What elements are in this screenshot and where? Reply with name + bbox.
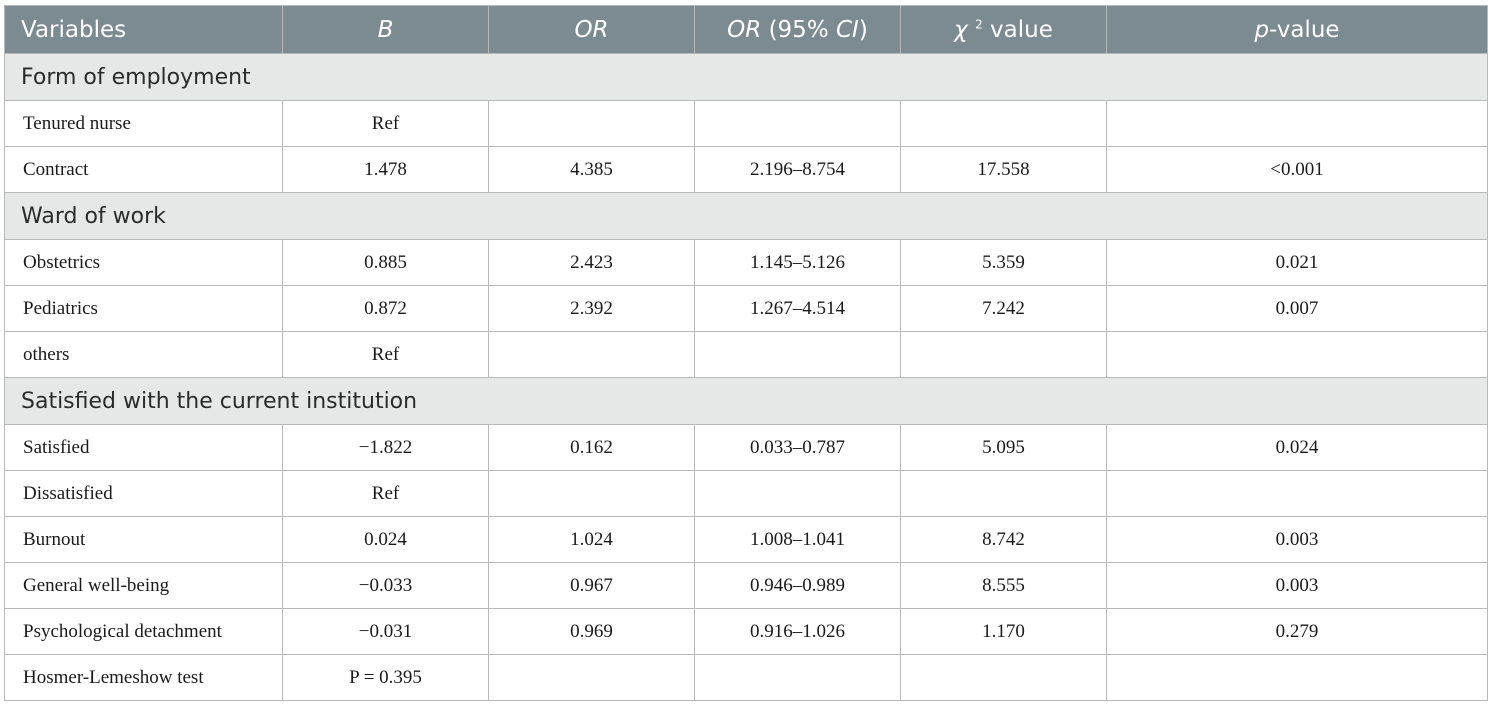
cell-or-ci: 1.145–5.126 <box>694 239 901 286</box>
cell-chi-square: 17.558 <box>900 146 1107 193</box>
cell-p-value: 0.024 <box>1106 424 1488 471</box>
cell-chi-square: 8.555 <box>900 562 1107 609</box>
cell-or: 2.423 <box>488 239 695 286</box>
cell-p-value: 0.279 <box>1106 608 1488 655</box>
table-row: Obstetrics 0.885 2.423 1.145–5.126 5.359… <box>4 239 1488 286</box>
cell-b: −0.031 <box>282 608 489 655</box>
cell-chi-square: 8.742 <box>900 516 1107 563</box>
header-or: OR <box>488 5 695 54</box>
cell-or-ci <box>694 470 901 517</box>
section-satisfied-institution: Satisfied with the current institution <box>4 377 1488 425</box>
cell-p-value <box>1106 470 1488 517</box>
row-label: Hosmer-Lemeshow test <box>4 654 283 701</box>
cell-or-ci: 0.033–0.787 <box>694 424 901 471</box>
cell-p-value: 0.003 <box>1106 516 1488 563</box>
table-row: Contract 1.478 4.385 2.196–8.754 17.558 … <box>4 146 1488 193</box>
table-row: Satisfied −1.822 0.162 0.033–0.787 5.095… <box>4 424 1488 471</box>
cell-or: 2.392 <box>488 285 695 332</box>
cell-chi-square: 1.170 <box>900 608 1107 655</box>
cell-b: −1.822 <box>282 424 489 471</box>
cell-or-ci: 1.267–4.514 <box>694 285 901 332</box>
cell-b: Ref <box>282 470 489 517</box>
table-row: Dissatisfied Ref <box>4 470 1488 517</box>
cell-or <box>488 654 695 701</box>
row-label: Dissatisfied <box>4 470 283 517</box>
row-label: General well-being <box>4 562 283 609</box>
cell-or-ci <box>694 331 901 378</box>
cell-or-ci: 0.946–0.989 <box>694 562 901 609</box>
cell-chi-square: 7.242 <box>900 285 1107 332</box>
cell-chi-square: 5.359 <box>900 239 1107 286</box>
cell-p-value: <0.001 <box>1106 146 1488 193</box>
cell-p-value <box>1106 654 1488 701</box>
cell-or-ci: 1.008–1.041 <box>694 516 901 563</box>
row-label: Burnout <box>4 516 283 563</box>
cell-p-value <box>1106 331 1488 378</box>
table-row: Hosmer-Lemeshow test P = 0.395 <box>4 654 1488 701</box>
table-row: General well-being −0.033 0.967 0.946–0.… <box>4 562 1488 609</box>
cell-b: 1.478 <box>282 146 489 193</box>
section-row: Ward of work <box>4 192 1488 240</box>
cell-or <box>488 470 695 517</box>
row-label: Contract <box>4 146 283 193</box>
table-row: Tenured nurse Ref <box>4 100 1488 147</box>
cell-chi-square <box>900 100 1107 147</box>
cell-b: 0.024 <box>282 516 489 563</box>
cell-p-value: 0.003 <box>1106 562 1488 609</box>
table-row: Burnout 0.024 1.024 1.008–1.041 8.742 0.… <box>4 516 1488 563</box>
cell-or: 4.385 <box>488 146 695 193</box>
header-b: B <box>282 5 489 54</box>
cell-b: Ref <box>282 331 489 378</box>
cell-b: 0.872 <box>282 285 489 332</box>
table-row: Psychological detachment −0.031 0.969 0.… <box>4 608 1488 655</box>
cell-b: 0.885 <box>282 239 489 286</box>
cell-chi-square: 5.095 <box>900 424 1107 471</box>
header-chi-square: χ 2 value <box>900 5 1107 54</box>
cell-p-value: 0.021 <box>1106 239 1488 286</box>
cell-or: 0.162 <box>488 424 695 471</box>
cell-chi-square <box>900 654 1107 701</box>
section-row: Satisfied with the current institution <box>4 377 1488 425</box>
cell-or-ci: 0.916–1.026 <box>694 608 901 655</box>
section-form-of-employment: Form of employment <box>4 53 1488 101</box>
cell-or-ci <box>694 654 901 701</box>
cell-chi-square <box>900 331 1107 378</box>
cell-or: 0.967 <box>488 562 695 609</box>
cell-p-value: 0.007 <box>1106 285 1488 332</box>
row-label: Pediatrics <box>4 285 283 332</box>
header-p-value: p-value <box>1106 5 1488 54</box>
cell-or <box>488 100 695 147</box>
cell-or: 1.024 <box>488 516 695 563</box>
cell-or: 0.969 <box>488 608 695 655</box>
row-label: Obstetrics <box>4 239 283 286</box>
regression-table: Variables B OR OR (95% CI) χ 2 value p-v… <box>4 5 1488 701</box>
row-label: Psychological detachment <box>4 608 283 655</box>
section-row: Form of employment <box>4 53 1488 101</box>
cell-p-value <box>1106 100 1488 147</box>
cell-chi-square <box>900 470 1107 517</box>
header-or-ci: OR (95% CI) <box>694 5 901 54</box>
row-label: Satisfied <box>4 424 283 471</box>
cell-b: Ref <box>282 100 489 147</box>
row-label: Tenured nurse <box>4 100 283 147</box>
table-row: others Ref <box>4 331 1488 378</box>
row-label: others <box>4 331 283 378</box>
header-row: Variables B OR OR (95% CI) χ 2 value p-v… <box>4 5 1488 54</box>
cell-or-ci: 2.196–8.754 <box>694 146 901 193</box>
cell-b: −0.033 <box>282 562 489 609</box>
table-row: Pediatrics 0.872 2.392 1.267–4.514 7.242… <box>4 285 1488 332</box>
cell-b: P = 0.395 <box>282 654 489 701</box>
cell-or-ci <box>694 100 901 147</box>
section-ward-of-work: Ward of work <box>4 192 1488 240</box>
header-variables: Variables <box>4 5 283 54</box>
cell-or <box>488 331 695 378</box>
